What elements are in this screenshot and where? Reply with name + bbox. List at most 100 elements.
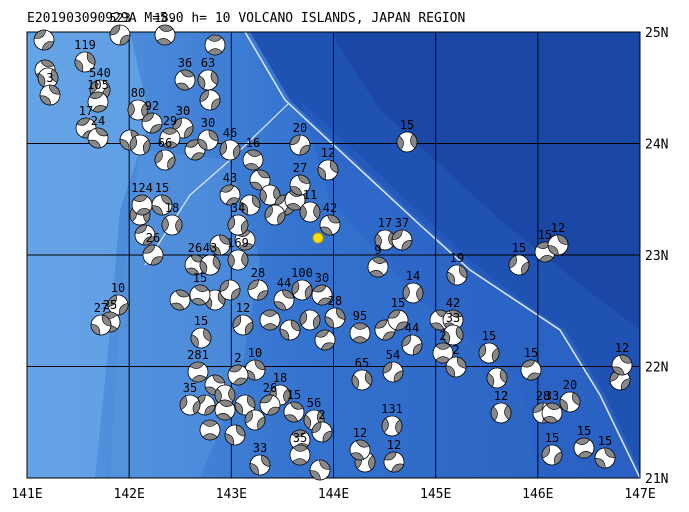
beachball-compression bbox=[490, 404, 512, 422]
beachball bbox=[396, 131, 418, 153]
beachball-compression bbox=[220, 184, 240, 206]
x-axis-label: 145E bbox=[420, 487, 451, 502]
beachball-compression bbox=[543, 402, 561, 424]
depth-label: 80 bbox=[131, 86, 145, 100]
depth-label: 17 bbox=[79, 104, 93, 118]
beachball-compression bbox=[611, 354, 633, 376]
beachball-compression bbox=[541, 445, 563, 465]
beachball bbox=[197, 69, 219, 91]
beachball-compression bbox=[219, 141, 241, 159]
x-axis-label: 142E bbox=[114, 487, 145, 502]
beachball bbox=[446, 264, 468, 286]
beachball bbox=[311, 284, 333, 306]
beachball bbox=[382, 361, 404, 383]
beachball-compression bbox=[374, 319, 396, 341]
beachball-compression bbox=[289, 134, 311, 156]
beachball-compression bbox=[197, 129, 219, 151]
beachball bbox=[232, 314, 254, 336]
beachball-compression bbox=[191, 284, 209, 306]
beachball-compression bbox=[207, 34, 223, 56]
depth-label: 16 bbox=[246, 136, 260, 150]
depth-label: 105 bbox=[87, 78, 109, 92]
beachball-compression bbox=[170, 289, 190, 311]
depth-label: 12 bbox=[353, 426, 367, 440]
beachball bbox=[401, 334, 423, 356]
beachball-compression bbox=[133, 194, 151, 216]
beachball-compression bbox=[199, 255, 221, 275]
depth-label: 15 bbox=[391, 296, 405, 310]
depth-label: 12 bbox=[236, 301, 250, 315]
beachball bbox=[299, 201, 321, 223]
beachball-compression bbox=[435, 342, 451, 364]
depth-label: 33 bbox=[446, 311, 460, 325]
beachball bbox=[559, 391, 581, 413]
beachball bbox=[349, 322, 371, 344]
beachball bbox=[508, 254, 530, 276]
y-axis-label: 24N bbox=[645, 138, 668, 153]
depth-label: 15 bbox=[193, 271, 207, 285]
beachball bbox=[154, 24, 176, 46]
beachball bbox=[259, 184, 281, 206]
beachball-compression bbox=[151, 194, 173, 216]
beachball-compression bbox=[299, 204, 321, 220]
beachball-compression bbox=[262, 309, 278, 331]
beachball-compression bbox=[299, 310, 321, 330]
beachball-compression bbox=[129, 136, 151, 154]
beachball bbox=[445, 356, 467, 378]
beachball-compression bbox=[209, 234, 231, 256]
beachball-compression bbox=[312, 284, 332, 306]
beachball-compression bbox=[228, 364, 248, 386]
depth-label: 15 bbox=[155, 181, 169, 195]
beachball bbox=[291, 279, 313, 301]
beachball bbox=[234, 394, 256, 416]
depth-label: 33 bbox=[253, 441, 267, 455]
beachball-compression bbox=[369, 256, 387, 278]
beachball bbox=[283, 401, 305, 423]
depth-label: 26 bbox=[146, 231, 160, 245]
depth-label: 63 bbox=[201, 56, 215, 70]
x-axis-label: 143E bbox=[216, 487, 247, 502]
depth-label: 15 bbox=[545, 431, 559, 445]
depth-label: 119 bbox=[74, 38, 96, 52]
beachball-compression bbox=[175, 69, 195, 91]
beachball-compression bbox=[161, 217, 183, 233]
beachball bbox=[490, 402, 512, 424]
beachball-compression bbox=[351, 370, 373, 390]
x-axis-label: 146E bbox=[522, 487, 553, 502]
depth-label: 2 bbox=[318, 408, 325, 422]
beachball bbox=[547, 234, 569, 256]
beachball-compression bbox=[319, 214, 341, 236]
depth-label: 42 bbox=[323, 201, 337, 215]
beachball-compression bbox=[216, 399, 234, 421]
beachball bbox=[151, 194, 173, 216]
beachball bbox=[227, 364, 249, 386]
beachball-compression bbox=[292, 444, 308, 466]
depth-label: 35 bbox=[293, 431, 307, 445]
beachball bbox=[324, 307, 346, 329]
beachball bbox=[249, 169, 271, 191]
beachball-compression bbox=[382, 361, 404, 383]
depth-label: 26 bbox=[188, 241, 202, 255]
beachball bbox=[190, 327, 212, 349]
map-frame bbox=[26, 31, 641, 479]
beachball-compression bbox=[162, 127, 178, 149]
beachball bbox=[142, 244, 164, 266]
depth-label: 12 bbox=[321, 146, 335, 160]
beachball bbox=[486, 367, 508, 389]
x-axis-label: 144E bbox=[318, 487, 349, 502]
beachball-compression bbox=[109, 24, 131, 46]
y-axis-label: 22N bbox=[645, 361, 668, 376]
depth-label: 281 bbox=[187, 348, 209, 362]
beachball bbox=[319, 214, 341, 236]
depth-label: 20 bbox=[563, 378, 577, 392]
beachball-compression bbox=[39, 84, 61, 106]
beachball bbox=[204, 34, 226, 56]
beachball-compression bbox=[324, 307, 346, 329]
beachball-compression bbox=[107, 294, 129, 316]
depth-label: 28 bbox=[536, 389, 550, 403]
beachball bbox=[264, 204, 286, 226]
beachball bbox=[187, 361, 209, 383]
beachball bbox=[273, 289, 295, 311]
beachball bbox=[39, 84, 61, 106]
beachball bbox=[381, 415, 403, 437]
